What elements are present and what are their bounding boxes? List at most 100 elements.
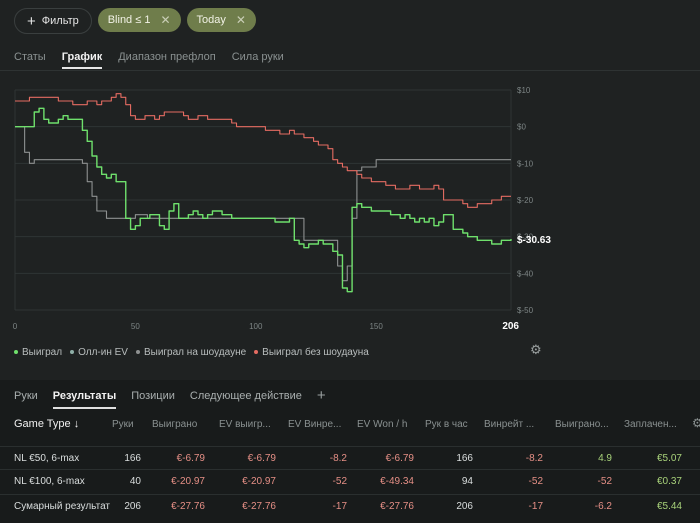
cell: 4.9 xyxy=(598,453,612,464)
tab-next-action[interactable]: Следующее действие xyxy=(189,390,302,402)
cell: -8.2 xyxy=(525,453,543,464)
x-tick-label: 0 xyxy=(13,322,18,331)
cell: €-6.79 xyxy=(247,453,276,464)
bottom-tabs: Руки Результаты Позиции Следующее действ… xyxy=(14,387,326,409)
series-line-0 xyxy=(15,107,512,293)
legend-item[interactable]: Выиграл на шоудауне xyxy=(135,347,247,358)
cell: NL €50, 6-max xyxy=(14,453,80,464)
cell: €-6.79 xyxy=(176,453,205,464)
cell: €-27.76 xyxy=(242,501,276,512)
close-icon[interactable]: ✕ xyxy=(160,13,171,27)
tabs-divider xyxy=(0,70,700,71)
tab-hand-strength[interactable]: Сила руки xyxy=(231,51,284,63)
cell: 166 xyxy=(456,453,473,464)
cell: €-20.97 xyxy=(171,476,205,487)
column-header[interactable]: Заплачен... xyxy=(624,419,677,430)
cell: -52 xyxy=(332,476,347,487)
table-header: Game Type ↓ Руки Выиграно EV выигр... EV… xyxy=(0,413,700,435)
cell: €5.44 xyxy=(656,501,682,512)
stats-tabs: Статы График Диапазон префлоп Сила руки xyxy=(14,51,284,69)
y-tick-label: $-10 xyxy=(517,159,534,168)
series-line-3 xyxy=(15,93,511,208)
tab-positions[interactable]: Позиции xyxy=(131,390,175,402)
filter-chip-blind[interactable]: Blind ≤ 1 ✕ xyxy=(97,8,181,32)
legend-dot xyxy=(14,350,18,355)
cell: 206 xyxy=(456,501,473,512)
y-tick-label: $-50 xyxy=(517,306,534,315)
legend-label: Олл-ин EV xyxy=(78,347,128,358)
chart-series xyxy=(15,93,512,293)
column-header[interactable]: EV Винре... xyxy=(288,419,342,430)
end-value-label: $-30.63 xyxy=(517,235,551,246)
tab-hands[interactable]: Руки xyxy=(14,390,38,402)
results-panel: Руки Результаты Позиции Следующее действ… xyxy=(0,380,700,523)
y-tick-label: $-40 xyxy=(517,269,534,278)
table-row[interactable]: NL €100, 6-max 40 €-20.97 €-20.97 -52 €-… xyxy=(0,469,700,492)
add-filter-label: Фильтр xyxy=(41,15,79,27)
cell: 40 xyxy=(129,476,141,487)
y-tick-label: $-30 xyxy=(517,233,534,242)
gear-icon[interactable]: ⚙ xyxy=(692,416,700,430)
legend-item[interactable]: Олл-ин EV xyxy=(70,347,128,358)
gear-icon[interactable]: ⚙ xyxy=(530,342,542,357)
column-header[interactable]: Рук в час xyxy=(425,419,468,430)
close-icon[interactable]: ✕ xyxy=(235,13,246,27)
cell: 206 xyxy=(124,501,141,512)
filter-bar: + Фильтр Blind ≤ 1 ✕ Today ✕ xyxy=(14,8,256,34)
column-header-game-type[interactable]: Game Type ↓ xyxy=(14,418,80,430)
column-header[interactable]: Винрейт ... xyxy=(484,419,535,430)
column-header[interactable]: Руки xyxy=(112,419,134,430)
cell: -8.2 xyxy=(329,453,347,464)
cell: -52 xyxy=(528,476,543,487)
y-tick-label: $0 xyxy=(517,123,526,132)
cell: €-6.79 xyxy=(385,453,414,464)
legend-dot xyxy=(135,350,140,355)
cell: €-27.76 xyxy=(171,501,205,512)
y-tick-label: $-20 xyxy=(517,196,534,205)
x-tick-label: 206 xyxy=(502,321,519,332)
tab-graph[interactable]: График xyxy=(61,51,103,69)
add-filter-button[interactable]: + Фильтр xyxy=(14,8,92,34)
tab-stats[interactable]: Статы xyxy=(14,51,46,63)
add-tab-icon[interactable]: + xyxy=(316,387,326,404)
filter-chip-label: Blind ≤ 1 xyxy=(107,14,151,26)
cell: €5.07 xyxy=(656,453,682,464)
y-axis-ticks: $10 $0 $-10 $-20 $-30 $-40 $-50 xyxy=(517,86,534,315)
tab-results[interactable]: Результаты xyxy=(52,390,117,409)
plus-icon: + xyxy=(27,12,36,30)
chart-legend: Выиграл Олл-ин EV Выиграл на шоудауне Вы… xyxy=(14,347,369,358)
legend-label: Выиграл без шоудауна xyxy=(262,347,369,358)
column-header[interactable]: Выиграно xyxy=(152,419,198,430)
cell: €-27.76 xyxy=(380,501,414,512)
x-tick-label: 150 xyxy=(369,322,383,331)
cell: 94 xyxy=(461,476,473,487)
legend-item[interactable]: Выиграл xyxy=(14,347,62,358)
legend-dot xyxy=(70,350,75,355)
cell: €-20.97 xyxy=(242,476,276,487)
cell: -6.2 xyxy=(594,501,612,512)
table-row-total[interactable]: Сумарный результат 206 €-27.76 €-27.76 -… xyxy=(0,494,700,517)
cell: -52 xyxy=(597,476,612,487)
cell: NL €100, 6-max xyxy=(14,476,85,487)
filter-chip-today[interactable]: Today ✕ xyxy=(186,8,256,32)
y-tick-label: $10 xyxy=(517,86,531,95)
legend-dot xyxy=(254,350,259,355)
tab-preflop-range[interactable]: Диапазон префлоп xyxy=(118,51,216,63)
results-chart: $10 $0 $-10 $-20 $-30 $-40 $-50 0 50 100 150 206 $… xyxy=(13,86,552,332)
x-tick-label: 100 xyxy=(249,322,263,331)
column-header[interactable]: EV выигр... xyxy=(219,419,271,430)
x-axis-ticks: 0 50 100 150 206 xyxy=(13,321,520,332)
x-tick-label: 50 xyxy=(131,322,140,331)
column-header[interactable]: EV Won / h xyxy=(357,419,408,430)
legend-item[interactable]: Выиграл без шоудауна xyxy=(254,347,369,358)
filter-chip-label: Today xyxy=(196,14,226,26)
cell: -17 xyxy=(528,501,543,512)
cell: €0.37 xyxy=(656,476,682,487)
cell: -17 xyxy=(332,501,347,512)
cell: €-49.34 xyxy=(380,476,414,487)
legend-label: Выиграл на шоудауне xyxy=(143,347,247,358)
column-header[interactable]: Выиграно... xyxy=(555,419,609,430)
series-line-2 xyxy=(15,126,511,282)
table-row[interactable]: NL €50, 6-max 166 €-6.79 €-6.79 -8.2 €-6… xyxy=(0,446,700,469)
chart-grid xyxy=(14,89,512,311)
